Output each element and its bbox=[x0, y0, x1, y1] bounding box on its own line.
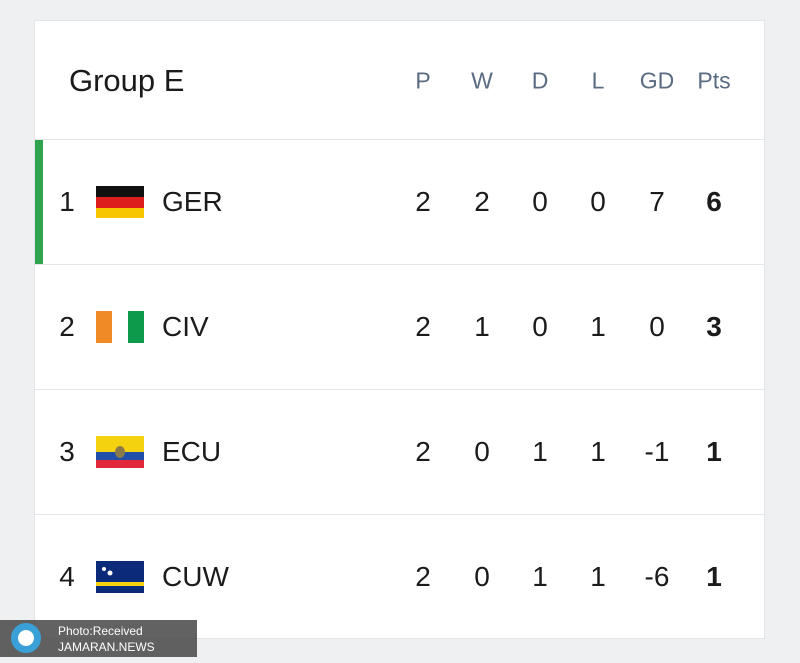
column-header: GD bbox=[639, 67, 675, 94]
rank: 4 bbox=[59, 561, 75, 592]
stat: 1 bbox=[706, 561, 722, 592]
flag bbox=[96, 436, 144, 468]
column-header: P bbox=[415, 67, 431, 94]
standings-card: Group E P W D L GD Pts 1 GER 2 2 0 0 7 6 2 CIV 2 1 0 1 0 3 3 E… bbox=[34, 20, 765, 639]
stat: 2 bbox=[415, 311, 431, 342]
flag bbox=[96, 186, 144, 218]
rank: 2 bbox=[59, 311, 75, 342]
team-row: 2 CIV 2 1 0 1 0 3 bbox=[35, 264, 764, 389]
watermark: Photo:Received JAMARAN.NEWS bbox=[0, 620, 197, 657]
rank: 3 bbox=[59, 436, 75, 467]
stat: 1 bbox=[590, 561, 606, 592]
stat: 2 bbox=[474, 186, 490, 217]
stat: 2 bbox=[415, 561, 431, 592]
column-header: L bbox=[591, 67, 605, 94]
stat: 0 bbox=[532, 186, 548, 217]
team-row: 4 CUW 2 0 1 1 -6 1 bbox=[35, 514, 764, 639]
stat: 6 bbox=[706, 186, 722, 217]
flag bbox=[96, 311, 144, 343]
stat: 0 bbox=[590, 186, 606, 217]
stat: 1 bbox=[706, 436, 722, 467]
stat: 1 bbox=[532, 561, 548, 592]
stat: 1 bbox=[532, 436, 548, 467]
stat: 0 bbox=[649, 311, 665, 342]
team-name: GER bbox=[162, 186, 223, 217]
team-name: CIV bbox=[162, 311, 209, 342]
stat: 1 bbox=[474, 311, 490, 342]
team-name: ECU bbox=[162, 436, 222, 467]
column-header: Pts bbox=[697, 67, 731, 94]
column-header: W bbox=[471, 67, 493, 94]
stat: 1 bbox=[590, 311, 606, 342]
stat: 0 bbox=[532, 311, 548, 342]
stat: 3 bbox=[706, 311, 722, 342]
stat: 1 bbox=[590, 436, 606, 467]
team-row: 1 GER 2 2 0 0 7 6 bbox=[35, 139, 764, 264]
watermark-line1: Photo:Received bbox=[58, 624, 143, 638]
rank: 1 bbox=[59, 186, 75, 217]
watermark-logo bbox=[11, 623, 41, 653]
stat: 0 bbox=[474, 561, 490, 592]
flag bbox=[96, 561, 144, 593]
stat: 2 bbox=[415, 186, 431, 217]
stat: 2 bbox=[415, 436, 431, 467]
watermark-line2: JAMARAN.NEWS bbox=[58, 640, 155, 654]
stat: 0 bbox=[474, 436, 490, 467]
column-header: D bbox=[531, 67, 549, 94]
team-row: 3 ECU 2 0 1 1 -1 1 bbox=[35, 389, 764, 514]
team-name: CUW bbox=[162, 561, 229, 592]
group-title: Group E bbox=[69, 63, 185, 98]
qualify-bar bbox=[35, 140, 43, 264]
stat: -6 bbox=[644, 561, 670, 592]
stat: 7 bbox=[649, 186, 665, 217]
stat: -1 bbox=[644, 436, 670, 467]
